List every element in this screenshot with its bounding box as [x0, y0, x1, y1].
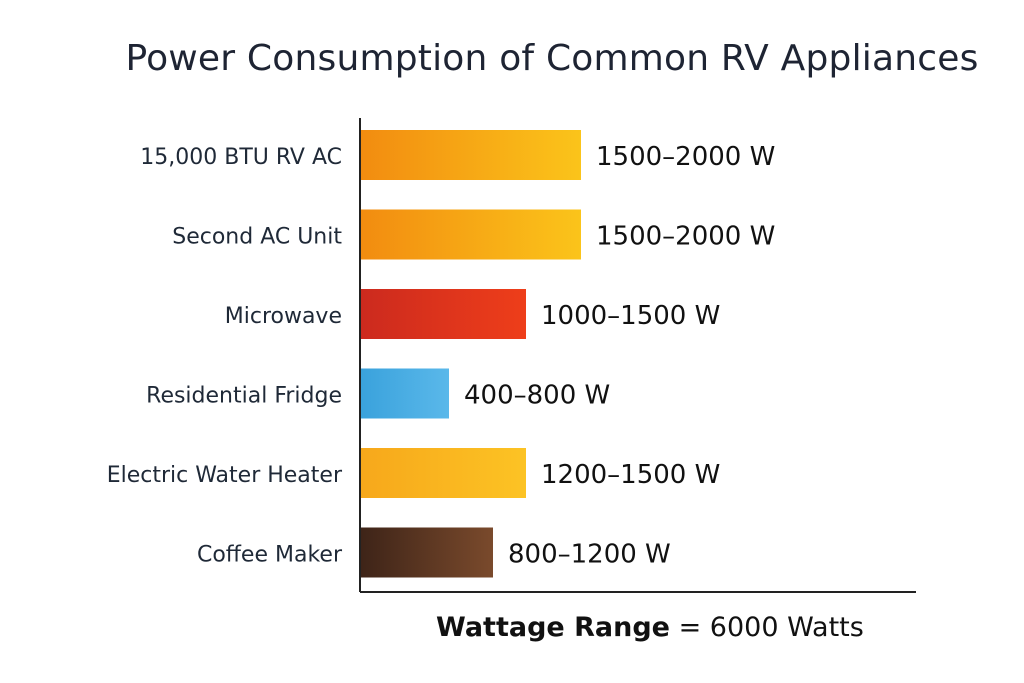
bar	[361, 368, 449, 419]
category-label: Residential Fridge	[146, 384, 342, 409]
value-label: 800–1200 W	[508, 540, 671, 570]
bar	[361, 527, 493, 578]
bar	[361, 289, 526, 339]
value-label: 1500–2000 W	[596, 142, 775, 172]
category-label: Coffee Maker	[197, 543, 343, 568]
bar	[361, 209, 581, 260]
bar	[361, 448, 526, 498]
bar	[361, 130, 581, 180]
category-label: Microwave	[225, 304, 342, 329]
x-axis-label: Wattage Range	[436, 612, 670, 643]
category-label: 15,000 BTU RV AC	[140, 145, 342, 170]
x-axis-label-suffix: = 6000 Watts	[678, 612, 864, 643]
chart-title: Power Consumption of Common RV Appliance…	[125, 38, 979, 79]
value-label: 1200–1500 W	[541, 460, 720, 490]
value-label: 1500–2000 W	[596, 222, 775, 252]
x-axis-label-group: Wattage Range = 6000 Watts	[436, 612, 864, 643]
value-label: 400–800 W	[464, 381, 610, 411]
category-label: Second AC Unit	[172, 225, 342, 250]
category-label: Electric Water Heater	[107, 463, 343, 488]
value-label: 1000–1500 W	[541, 301, 720, 331]
